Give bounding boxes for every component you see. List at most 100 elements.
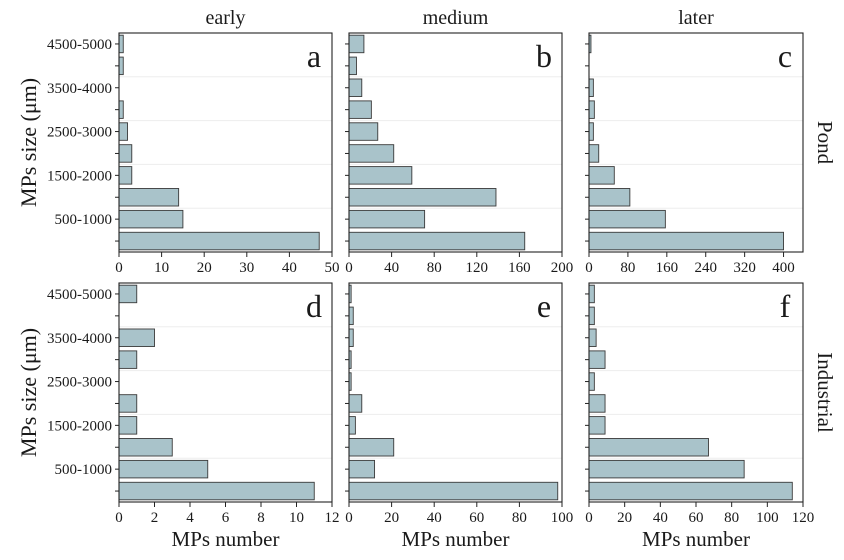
x-tick-label-c-80: 80	[620, 260, 635, 276]
panel-label-f: f	[780, 288, 791, 324]
bar-f-1500-2000	[588, 416, 606, 435]
x-tick-label-e-60: 60	[469, 510, 484, 526]
bar-c-2500-3000	[588, 122, 594, 141]
x-tick-label-b-40: 40	[384, 260, 399, 276]
bar-e-1500-2000	[348, 416, 356, 435]
bar-b-2000-2500	[348, 144, 395, 163]
bar-c-1500-2000	[588, 166, 615, 185]
y-tick-label-0-3500-4000: 3500-4000	[47, 81, 112, 97]
bar-e-3500-4000	[348, 328, 354, 347]
bar-d-4500-5000	[118, 284, 138, 304]
panel-label-e: e	[537, 288, 551, 324]
y-tick-label-1-3500-4000: 3500-4000	[47, 331, 112, 347]
bar-d-1500-2000	[118, 416, 138, 435]
bar-d-0-500	[118, 481, 315, 501]
panel-frame-b	[348, 32, 563, 253]
y-tick-label-0-4500-5000: 4500-5000	[47, 37, 112, 53]
x-tick-label-f-100: 100	[756, 510, 779, 526]
x-tick-label-c-240: 240	[694, 260, 717, 276]
x-tick-label-f-80: 80	[724, 510, 739, 526]
bar-a-3000-3500	[118, 100, 124, 119]
bar-a-500-1000	[118, 209, 184, 229]
x-tick-label-e-20: 20	[384, 510, 399, 526]
bar-f-4500-5000	[588, 284, 595, 304]
x-tick-label-c-160: 160	[656, 260, 679, 276]
panel-frame-a	[118, 32, 333, 253]
x-tick-label-b-120: 120	[466, 260, 489, 276]
x-tick-label-c-400: 400	[772, 260, 795, 276]
bar-f-1000-1500	[588, 438, 709, 457]
bar-d-1000-1500	[118, 438, 173, 457]
x-tick-label-b-160: 160	[508, 260, 531, 276]
bar-c-3000-3500	[588, 100, 595, 119]
bar-b-3000-3500	[348, 100, 372, 119]
column-title-medium: medium	[423, 7, 489, 29]
bar-c-0-500	[588, 231, 784, 251]
row-title-Industrial: Industrial	[813, 352, 837, 433]
y-tick-label-1-1500-2000: 1500-2000	[47, 418, 112, 434]
bar-a-1000-1500	[118, 188, 180, 207]
bar-b-0-500	[348, 231, 526, 251]
bar-a-4000-4500	[118, 56, 124, 76]
x-axis-label-2: MPs number	[642, 527, 750, 551]
row-title-Pond: Pond	[813, 121, 837, 165]
x-tick-label-d-8: 8	[257, 510, 265, 526]
bar-c-1000-1500	[588, 188, 631, 207]
bar-a-4500-5000	[118, 34, 124, 54]
bar-e-4000-4500	[348, 306, 354, 326]
bar-e-0-500	[348, 481, 559, 501]
bar-a-1500-2000	[118, 166, 133, 185]
x-tick-label-e-40: 40	[427, 510, 442, 526]
x-tick-label-b-200: 200	[551, 260, 574, 276]
column-title-later: later	[678, 7, 714, 29]
x-tick-label-a-10: 10	[154, 260, 169, 276]
panel-label-c: c	[778, 38, 792, 74]
y-tick-label-0-1500-2000: 1500-2000	[47, 168, 112, 184]
x-tick-label-d-12: 12	[325, 510, 340, 526]
x-tick-label-f-120: 120	[792, 510, 815, 526]
x-tick-label-d-10: 10	[289, 510, 304, 526]
y-axis-label-0: MPs size (μm)	[16, 78, 41, 207]
bar-f-3000-3500	[588, 350, 606, 369]
column-title-early: early	[206, 7, 246, 29]
bar-d-500-1000	[118, 459, 209, 479]
grid-layer	[119, 76, 803, 459]
bar-c-3500-4000	[588, 78, 594, 97]
bar-b-2500-3000	[348, 122, 379, 141]
panel-label-d: d	[306, 288, 322, 324]
x-tick-label-b-0: 0	[345, 260, 353, 276]
x-tick-label-c-0: 0	[585, 260, 593, 276]
x-tick-label-e-80: 80	[512, 510, 527, 526]
bar-a-0-500	[118, 231, 320, 251]
x-tick-label-a-0: 0	[115, 260, 123, 276]
x-tick-label-d-0: 0	[115, 510, 123, 526]
bar-a-2000-2500	[118, 144, 133, 163]
bar-e-500-1000	[348, 459, 376, 479]
x-tick-label-a-50: 50	[325, 260, 340, 276]
x-tick-label-e-0: 0	[345, 510, 353, 526]
x-tick-label-a-40: 40	[282, 260, 297, 276]
bar-f-0-500	[588, 481, 793, 501]
x-tick-label-f-60: 60	[689, 510, 704, 526]
x-tick-label-f-0: 0	[585, 510, 593, 526]
bar-a-2500-3000	[118, 122, 128, 141]
x-axis-label-1: MPs number	[402, 527, 510, 551]
y-tick-label-1-500-1000: 500-1000	[55, 462, 113, 478]
bar-b-4000-4500	[348, 56, 357, 76]
bar-b-1500-2000	[348, 166, 413, 185]
x-tick-label-e-100: 100	[551, 510, 574, 526]
bar-e-1000-1500	[348, 438, 395, 457]
bar-e-2000-2500	[348, 394, 363, 413]
bar-b-1000-1500	[348, 188, 497, 207]
x-tick-label-a-30: 30	[239, 260, 254, 276]
x-tick-label-f-40: 40	[653, 510, 668, 526]
frames-layer	[115, 32, 804, 507]
bar-b-3500-4000	[348, 78, 363, 97]
x-axis-label-0: MPs number	[172, 527, 280, 551]
panel-label-b: b	[536, 38, 552, 74]
x-tick-label-d-6: 6	[222, 510, 230, 526]
bar-f-2500-3000	[588, 372, 595, 391]
y-tick-label-0-2500-3000: 2500-3000	[47, 125, 112, 141]
bar-b-4500-5000	[348, 34, 365, 54]
